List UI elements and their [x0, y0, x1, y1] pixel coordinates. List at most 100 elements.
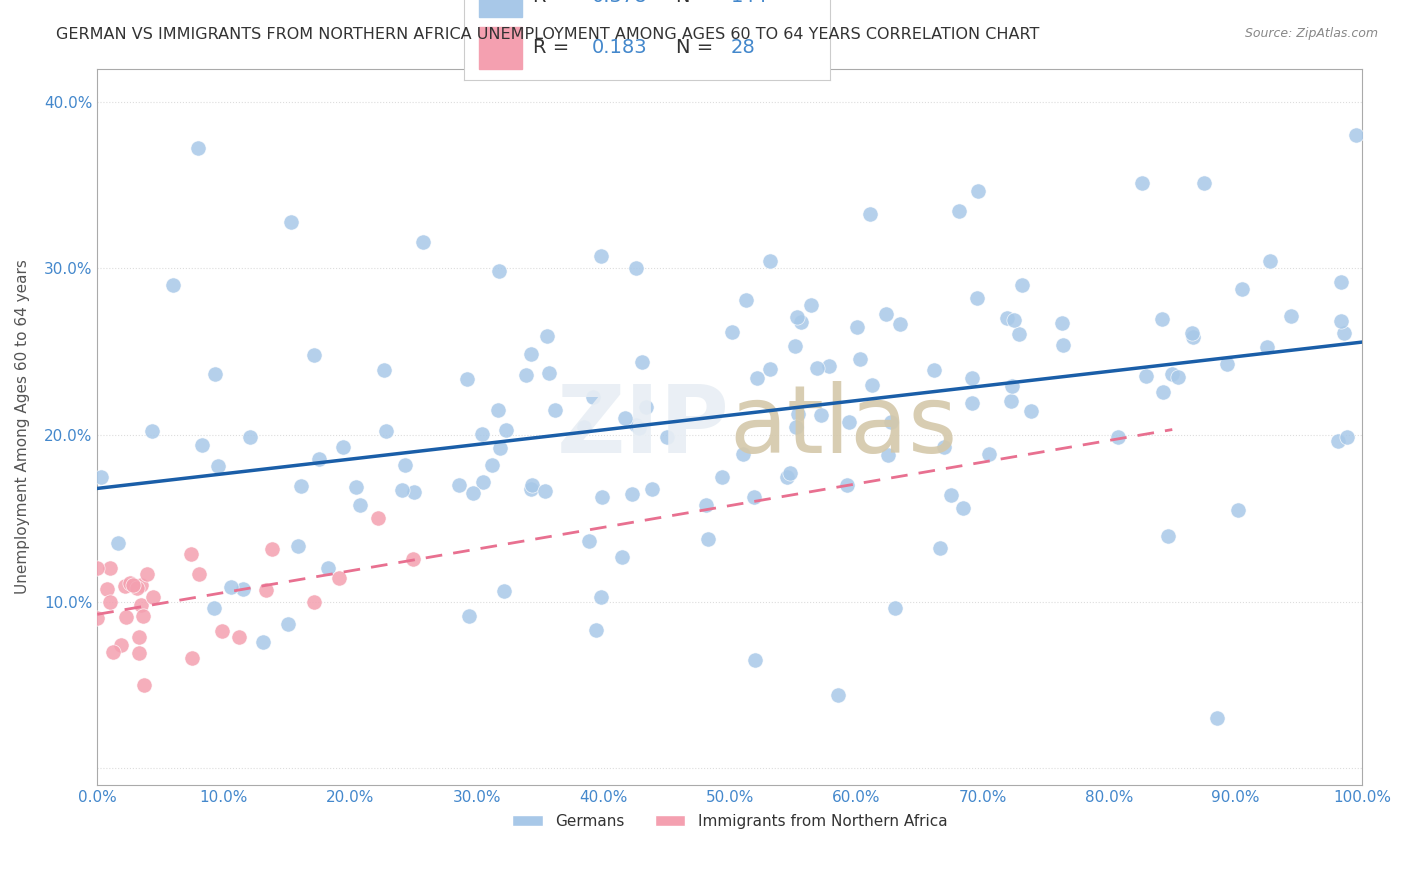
- Point: [1019, 404, 1042, 418]
- Bar: [478, 0, 523, 16]
- Point: [695, 499, 717, 513]
- Point: [710, 470, 733, 484]
- Text: 28: 28: [731, 38, 755, 57]
- Point: [1216, 357, 1239, 371]
- Point: [810, 409, 832, 423]
- Point: [142, 590, 165, 604]
- Text: N =: N =: [676, 0, 720, 6]
- Point: [697, 532, 720, 546]
- Point: [790, 315, 813, 329]
- Text: atlas: atlas: [730, 381, 957, 473]
- Point: [1008, 327, 1031, 342]
- Point: [252, 635, 274, 649]
- Point: [107, 536, 129, 550]
- Point: [589, 249, 612, 263]
- Point: [626, 418, 648, 433]
- Point: [846, 319, 869, 334]
- Point: [402, 485, 425, 500]
- Text: 0.183: 0.183: [592, 38, 648, 57]
- Bar: [478, 27, 523, 69]
- Point: [948, 203, 970, 218]
- Point: [745, 370, 768, 384]
- Point: [544, 403, 567, 417]
- Point: [129, 598, 152, 612]
- Point: [875, 307, 897, 321]
- Point: [837, 478, 859, 492]
- Text: 144: 144: [731, 0, 768, 6]
- Point: [277, 617, 299, 632]
- Point: [239, 430, 262, 444]
- Point: [1107, 430, 1129, 444]
- Point: [394, 458, 416, 472]
- Point: [98, 595, 121, 609]
- Point: [1050, 316, 1073, 330]
- Point: [1181, 326, 1204, 340]
- Point: [932, 440, 955, 454]
- Point: [1152, 385, 1174, 400]
- Point: [759, 362, 782, 376]
- Point: [98, 561, 121, 575]
- Point: [101, 645, 124, 659]
- Point: [967, 184, 990, 198]
- Point: [631, 355, 654, 369]
- Point: [1232, 281, 1254, 295]
- Point: [412, 235, 434, 250]
- Point: [621, 487, 644, 501]
- Point: [922, 363, 945, 377]
- Point: [471, 475, 494, 489]
- Point: [344, 480, 367, 494]
- Point: [582, 390, 605, 404]
- Point: [114, 610, 136, 624]
- Point: [96, 582, 118, 597]
- Point: [128, 630, 150, 644]
- Point: [1330, 314, 1353, 328]
- Point: [966, 291, 988, 305]
- Point: [786, 310, 808, 324]
- Point: [1226, 503, 1249, 517]
- Point: [1130, 176, 1153, 190]
- Text: N =: N =: [676, 38, 720, 57]
- Point: [1336, 430, 1358, 444]
- Point: [287, 540, 309, 554]
- Point: [90, 469, 112, 483]
- Point: [1260, 254, 1282, 268]
- Point: [1206, 711, 1229, 725]
- Point: [461, 485, 484, 500]
- Point: [328, 571, 350, 585]
- Point: [308, 451, 330, 466]
- Point: [486, 403, 509, 417]
- Point: [129, 578, 152, 592]
- Point: [879, 415, 901, 429]
- Point: [1157, 529, 1180, 543]
- Point: [787, 407, 810, 421]
- Point: [889, 318, 911, 332]
- Point: [929, 541, 952, 556]
- Point: [1181, 330, 1204, 344]
- Point: [136, 566, 159, 581]
- Point: [1279, 310, 1302, 324]
- Text: 0.378: 0.378: [592, 0, 648, 6]
- Point: [228, 630, 250, 644]
- Point: [1011, 278, 1033, 293]
- Point: [122, 578, 145, 592]
- Point: [627, 421, 650, 435]
- Point: [316, 561, 339, 575]
- Point: [219, 580, 242, 594]
- Point: [457, 609, 479, 624]
- Point: [290, 479, 312, 493]
- Point: [624, 260, 647, 275]
- Point: [132, 609, 155, 624]
- Point: [735, 293, 758, 308]
- Point: [1052, 337, 1074, 351]
- Point: [859, 207, 882, 221]
- Point: [742, 490, 765, 504]
- Point: [110, 638, 132, 652]
- Point: [86, 611, 108, 625]
- Point: [494, 583, 516, 598]
- Point: [860, 377, 883, 392]
- Point: [827, 689, 849, 703]
- Point: [1001, 378, 1024, 392]
- Point: [779, 466, 801, 480]
- Point: [456, 372, 478, 386]
- Point: [534, 484, 557, 499]
